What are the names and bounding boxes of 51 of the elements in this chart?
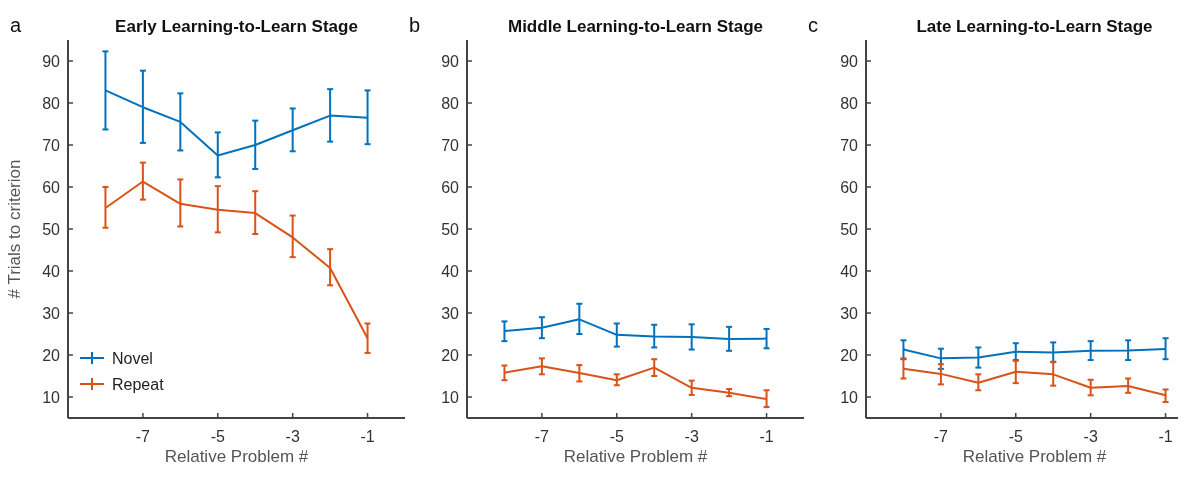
y-tick-label: 20	[840, 346, 859, 364]
y-tick-label: 40	[42, 262, 61, 280]
x-tick-label: -3	[285, 428, 300, 445]
y-tick-label: 20	[441, 346, 460, 364]
y-tick-label: 80	[840, 94, 859, 112]
x-tick-label: -1	[360, 428, 375, 445]
y-tick-label: 70	[42, 136, 61, 154]
legend-label: Novel	[112, 349, 153, 367]
y-tick-label: 80	[42, 94, 61, 112]
chart-title: Early Learning-to-Learn Stage	[115, 17, 358, 36]
y-axis-title: # Trials to criterion	[5, 159, 24, 299]
text: c	[808, 14, 818, 36]
x-tick-label: -7	[135, 428, 151, 445]
x-tick-label: -1	[1158, 428, 1173, 445]
y-tick-label: 90	[441, 52, 460, 70]
y-tick-label: 50	[441, 220, 460, 238]
x-tick-label: -7	[933, 428, 949, 445]
x-tick-label: -3	[1083, 428, 1098, 445]
legend-label: Repeat	[112, 375, 165, 393]
x-tick-label: -5	[609, 428, 624, 445]
y-tick-label: 60	[840, 178, 859, 196]
y-tick-label: 60	[42, 178, 61, 196]
x-tick-label: -5	[1008, 428, 1023, 445]
x-tick-label: -3	[684, 428, 699, 445]
y-tick-label: 70	[441, 136, 460, 154]
y-tick-label: 60	[441, 178, 460, 196]
y-tick-label: 90	[42, 52, 61, 70]
y-tick-label: 70	[840, 136, 859, 154]
x-tick-label: -5	[210, 428, 225, 445]
y-tick-label: 30	[42, 304, 61, 322]
y-tick-label: 50	[42, 220, 61, 238]
y-tick-label: 80	[441, 94, 460, 112]
x-tick-label: -7	[534, 428, 550, 445]
text: b	[409, 14, 421, 36]
x-axis-title: Relative Problem #	[563, 447, 708, 466]
x-axis-title: Relative Problem #	[962, 447, 1107, 466]
y-tick-label: 10	[42, 388, 61, 406]
y-tick-label: 10	[441, 388, 460, 406]
x-tick-label: -1	[759, 428, 774, 445]
text: a	[10, 14, 22, 36]
chart-title: Late Learning-to-Learn Stage	[916, 17, 1153, 36]
y-tick-label: 30	[441, 304, 460, 322]
y-tick-label: 30	[840, 304, 859, 322]
y-tick-label: 90	[840, 52, 859, 70]
y-tick-label: 50	[840, 220, 859, 238]
y-tick-label: 20	[42, 346, 61, 364]
y-tick-label: 10	[840, 388, 859, 406]
x-axis-title: Relative Problem #	[164, 447, 309, 466]
y-tick-label: 40	[441, 262, 460, 280]
chart-title: Middle Learning-to-Learn Stage	[507, 17, 764, 36]
y-tick-label: 40	[840, 262, 859, 280]
